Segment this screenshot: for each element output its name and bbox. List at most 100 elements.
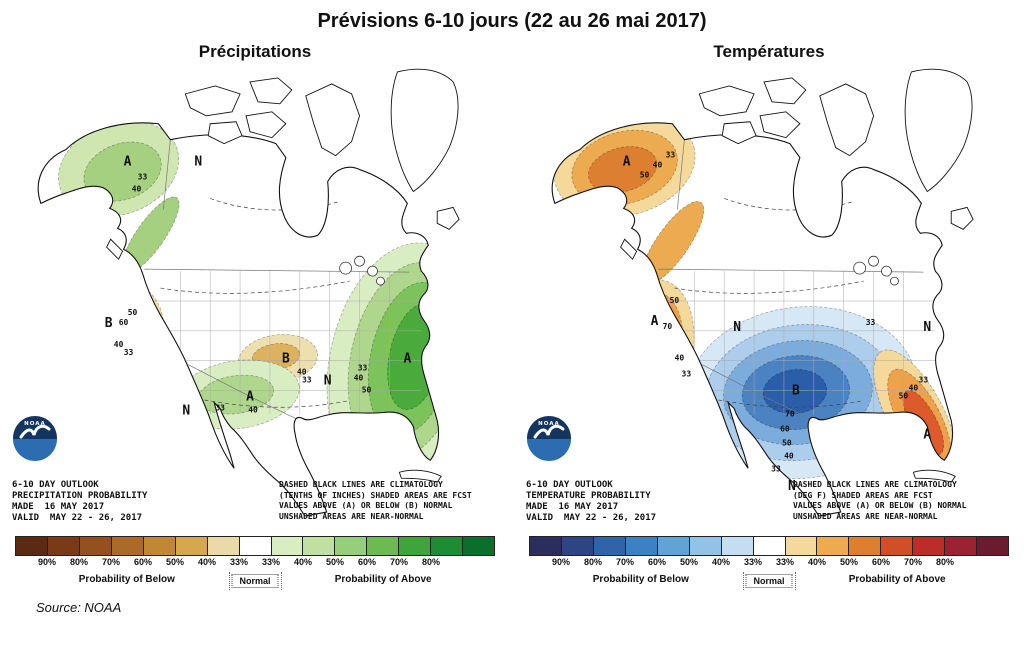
- legend-percent-label: 60%: [647, 557, 667, 567]
- legend-percent-label: 80%: [583, 557, 603, 567]
- legend-percent-label: 40%: [197, 557, 217, 567]
- island-outline: [184, 85, 241, 117]
- legend-caption-above: Probability of Above: [334, 574, 432, 585]
- map-contour-value: 40: [132, 184, 142, 193]
- map-anomaly-label: N: [324, 374, 332, 389]
- legend-normal-divider: [281, 572, 283, 590]
- legend-cell: [977, 537, 1009, 555]
- legend-percent-label: 70%: [615, 557, 635, 567]
- island-outline: [436, 206, 460, 230]
- island-outline: [819, 83, 875, 157]
- map-contour-value: 33: [302, 376, 312, 385]
- map-contour-value: 50: [640, 171, 650, 180]
- map-contour-value: 40: [784, 451, 794, 460]
- great-lake: [367, 265, 378, 277]
- legend-percent-label: 33%: [743, 557, 763, 567]
- map-contour-value: 33: [358, 364, 368, 373]
- legend-normal-divider: [228, 572, 230, 590]
- map-contour-value: 70: [785, 409, 795, 418]
- legend-cell: [881, 537, 914, 555]
- island-outline: [245, 111, 287, 139]
- map-anomaly-label: B: [282, 352, 290, 367]
- temperature-heading: Températures: [713, 42, 825, 61]
- map-contour-value: 33: [124, 348, 134, 357]
- map-contour-value: 50: [128, 308, 138, 317]
- map-contour-value: 40: [354, 374, 364, 383]
- island-outline: [950, 206, 974, 230]
- legend-cell: [785, 537, 818, 555]
- map-contour-value: 40: [909, 384, 919, 393]
- legend-percent-labels: 90% 80% 70% 60% 50% 40% 33% 33% 40% 50% 60% 70% 80%: [15, 557, 495, 569]
- map-anomaly-label: A: [623, 155, 631, 170]
- noaa-gull-icon: [533, 424, 565, 439]
- outlook-text: 6-10 DAY OUTLOOK TEMPERATURE PROBABILITY M…: [526, 480, 657, 523]
- island-outline: [759, 111, 801, 139]
- map-contour-value: 50: [899, 392, 909, 401]
- note-text: DASHED BLACK LINES ARE CLIMATOLOGY (TENTH…: [279, 480, 472, 521]
- legend-caption-normal: Normal: [231, 574, 279, 588]
- map-contour-value: 33: [866, 318, 876, 327]
- island-outline: [249, 77, 293, 105]
- legend-percent-label: 40%: [711, 557, 731, 567]
- noaa-gull-icon: [19, 424, 51, 439]
- legend-cell: [530, 537, 562, 555]
- legend-cell: [817, 537, 850, 555]
- map-contour-value: 33: [215, 404, 225, 413]
- maps-row: Précipitations A 33 40 N B 60 50 40 33 N B 40 33 N A 33…: [0, 35, 1024, 592]
- island-outline: [721, 121, 757, 145]
- legend-cell: [239, 537, 272, 555]
- legend-percent-label: 40%: [293, 557, 313, 567]
- contour-region: [588, 146, 658, 193]
- map-contour-value: 33: [666, 151, 676, 160]
- great-lake: [376, 276, 385, 286]
- precipitation-panel: Précipitations A 33 40 N B 60 50 40 33 N B 40 33 N A 33…: [7, 35, 503, 592]
- island-outline: [904, 68, 973, 193]
- legend-percent-label: 33%: [229, 557, 249, 567]
- legend-cell: [79, 537, 112, 555]
- legend-caption-below: Probability of Below: [592, 574, 689, 585]
- map-anomaly-label: A: [651, 314, 659, 329]
- contour-region: [81, 303, 120, 335]
- precipitation-map: A 33 40 N B 60 50 40 33 N B 40 33 N A 33 40 A 33 40 50 NOAA …: [9, 64, 501, 532]
- legend-caption-below: Probability of Below: [78, 574, 175, 585]
- legend-cell: [431, 537, 464, 555]
- legend-cell: [657, 537, 690, 555]
- island-outline: [207, 121, 243, 145]
- map-contour-value: 33: [919, 376, 929, 385]
- great-lake: [354, 255, 365, 267]
- map-anomaly-label: N: [923, 320, 931, 335]
- legend-percent-label: 70%: [101, 557, 121, 567]
- legend-cell: [625, 537, 658, 555]
- legend-cell: [47, 537, 80, 555]
- legend-cell: [753, 537, 786, 555]
- map-anomaly-label: N: [182, 404, 190, 419]
- map-contour-value: 60: [780, 424, 790, 433]
- source-caption: Source: NOAA: [36, 600, 122, 615]
- page-title: Prévisions 6-10 jours (22 au 26 mai 2017…: [317, 10, 707, 32]
- island-outline: [763, 77, 807, 105]
- outlook-text: 6-10 DAY OUTLOOK PRECIPITATION PROBABILIT…: [12, 480, 148, 523]
- legend-percent-label: 80%: [69, 557, 89, 567]
- map-anomaly-label: B: [105, 316, 113, 331]
- legend-percent-label: 60%: [871, 557, 891, 567]
- map-anomaly-label: A: [246, 390, 254, 405]
- legend-percent-label: 90%: [551, 557, 571, 567]
- map-contour-value: 40: [653, 161, 663, 170]
- contour-region: [617, 299, 672, 391]
- temperature-map: A 50 40 33 A 50 70 40 33 N B 70 60 50 40 33 33 N N A 50 40 33 …: [523, 64, 1015, 532]
- legend-cell: [175, 537, 208, 555]
- noaa-logo: NOAA: [527, 416, 571, 461]
- legend-percent-label: 50%: [839, 557, 858, 567]
- map-anomaly-label: A: [923, 427, 931, 442]
- legend-cell: [207, 537, 240, 555]
- map-contour-value: 40: [248, 406, 258, 415]
- legend-caption-above: Probability of Above: [848, 574, 946, 585]
- legend-cell: [143, 537, 176, 555]
- contour-region: [624, 305, 661, 369]
- legend-cell: [16, 537, 48, 555]
- legend-colorbar: [529, 536, 1009, 556]
- legend-cell: [561, 537, 594, 555]
- map-contour-value: 70: [663, 322, 673, 331]
- island-outline: [305, 83, 361, 157]
